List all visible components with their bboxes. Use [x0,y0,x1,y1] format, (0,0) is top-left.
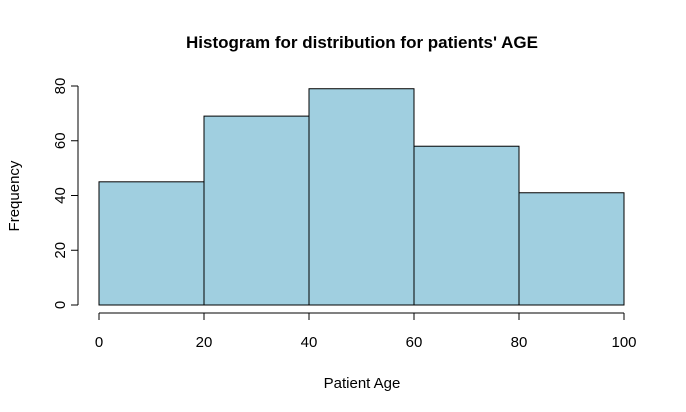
y-axis: 0 20 40 60 80 [52,78,79,309]
x-tick-label: 0 [95,334,103,351]
histogram-bar-80-100 [518,192,625,306]
x-tick-label: 60 [406,334,423,351]
x-axis-label: Patient Age [324,375,401,392]
histogram-bar-40-60 [308,88,415,306]
x-tick-label: 80 [511,334,528,351]
histogram-bar-60-80 [413,145,520,306]
x-tick-label: 100 [611,334,636,351]
y-tick-label: 0 [52,301,69,309]
histogram-bar-20-40 [203,115,310,306]
y-tick-label: 20 [52,242,69,259]
y-tick-label: 40 [52,187,69,204]
y-axis-label: Frequency [6,160,23,231]
x-tick-label: 20 [196,334,213,351]
chart-title: Histogram for distribution for patients'… [186,33,538,52]
y-tick-label: 80 [52,78,69,95]
y-tick-label: 60 [52,132,69,149]
bars-group [98,88,625,306]
x-axis: 0 20 40 60 80 100 [95,312,637,351]
histogram-bar-0-20 [98,181,205,306]
x-tick-label: 40 [301,334,318,351]
